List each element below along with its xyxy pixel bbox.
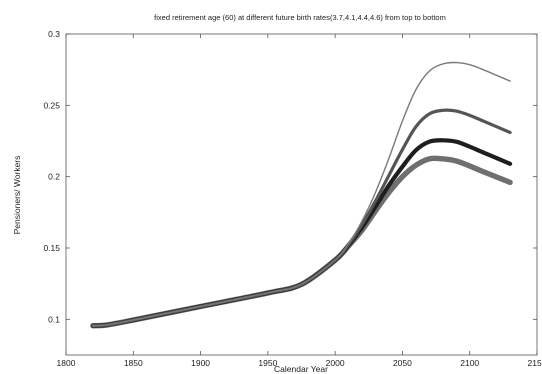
x-tick-label: 1800 [57, 358, 76, 368]
x-tick-label: 2100 [460, 358, 479, 368]
x-tick-label: 1900 [191, 358, 210, 368]
y-tick-label: 0.3 [48, 29, 60, 39]
series-line-3 [90, 138, 513, 328]
chart-title: fixed retirement age (60) at different f… [154, 13, 446, 22]
y-tick-label: 0.1 [48, 314, 60, 324]
series-layer [90, 61, 513, 329]
series-line-4 [90, 155, 513, 329]
x-tick-label: 2050 [393, 358, 412, 368]
plot-area-frame [65, 33, 538, 356]
y-axis-label: Pensioners/ Workers [12, 156, 22, 235]
series-line-1 [92, 61, 511, 327]
y-axis: 0.1 0.15 0.2 0.25 0.3 [43, 29, 537, 324]
y-tick-label: 0.2 [48, 172, 60, 182]
x-tick-label: 1850 [124, 358, 143, 368]
y-tick-label: 0.15 [43, 243, 60, 253]
x-tick-label: 2000 [326, 358, 345, 368]
x-axis-label: Calendar Year [274, 364, 328, 374]
x-tick-label: 1950 [258, 358, 277, 368]
y-tick-label: 0.25 [43, 100, 60, 110]
